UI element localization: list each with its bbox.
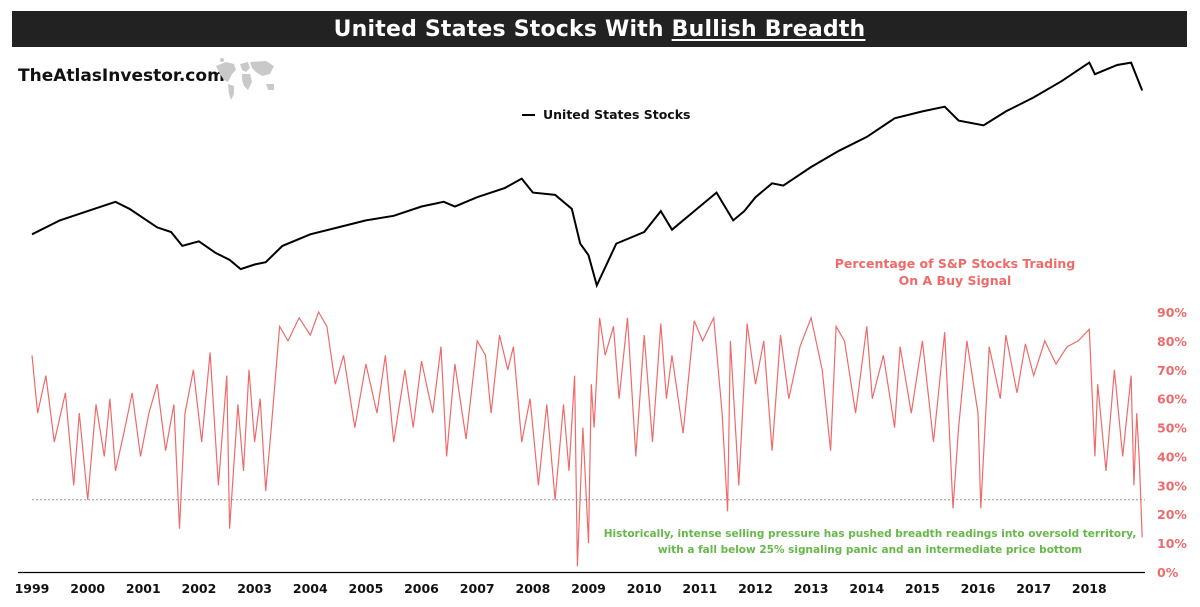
- legend-swatch: [522, 113, 535, 116]
- y-tick-label: 80%: [1157, 334, 1187, 349]
- y-tick-label: 10%: [1157, 536, 1187, 551]
- title-emphasis: Bullish Breadth: [671, 16, 866, 42]
- y-tick-label: 20%: [1157, 507, 1187, 522]
- x-tick-label: 2016: [961, 581, 996, 596]
- world-map-icon: [216, 58, 274, 100]
- price-series-line: [31, 61, 1144, 289]
- chart-title: United States Stocks With Bullish Breadt…: [334, 17, 866, 42]
- x-tick-label: 2015: [905, 581, 940, 596]
- x-tick-label: 2017: [1016, 581, 1051, 596]
- y-axis-ticks: 0% 10% 20% 30% 40% 50% 60% 70% 80% 90%: [1157, 305, 1187, 580]
- x-tick-label: 2004: [293, 581, 328, 596]
- title-bar: United States Stocks With Bullish Breadt…: [12, 11, 1187, 47]
- x-tick-label: 2008: [516, 581, 551, 596]
- y-tick-label: 70%: [1157, 363, 1187, 378]
- x-tick-label: 2011: [682, 581, 717, 596]
- x-tick-label: 2013: [794, 581, 829, 596]
- title-prefix: United States Stocks With: [333, 16, 672, 42]
- x-tick-label: 2007: [460, 581, 495, 596]
- legend: United States Stocks: [522, 107, 690, 122]
- x-tick-label: 2018: [1072, 581, 1107, 596]
- y-tick-label: 90%: [1157, 305, 1187, 320]
- x-tick-label: 2006: [404, 581, 439, 596]
- annotation-text: Historically, intense selling pressure h…: [603, 528, 1137, 556]
- x-tick-label: 2002: [182, 581, 217, 596]
- breadth-series-line: [31, 310, 1143, 567]
- breadth-series-label: Percentage of S&P Stocks Trading On A Bu…: [834, 256, 1076, 288]
- x-tick-label: 2000: [70, 581, 105, 596]
- y-tick-label: 30%: [1157, 478, 1187, 493]
- x-tick-label: 2012: [738, 581, 773, 596]
- y-tick-label: 0%: [1157, 565, 1179, 580]
- x-axis-ticks: 1999 2000 2001 2002 2003 2004 2005 2006 2007 2008…: [15, 581, 1107, 596]
- legend-label: United States Stocks: [543, 107, 691, 122]
- y-tick-label: 40%: [1157, 449, 1187, 464]
- x-tick-label: 2009: [571, 581, 606, 596]
- y-tick-label: 60%: [1157, 392, 1187, 407]
- x-tick-label: 2005: [349, 581, 384, 596]
- x-tick-label: 1999: [15, 581, 50, 596]
- x-tick-label: 2014: [849, 581, 884, 596]
- x-tick-label: 2003: [237, 581, 272, 596]
- y-tick-label: 50%: [1157, 421, 1187, 436]
- x-tick-label: 2010: [627, 581, 662, 596]
- x-tick-label: 2001: [126, 581, 161, 596]
- brand-name: TheAtlasInvestor.com: [18, 66, 225, 86]
